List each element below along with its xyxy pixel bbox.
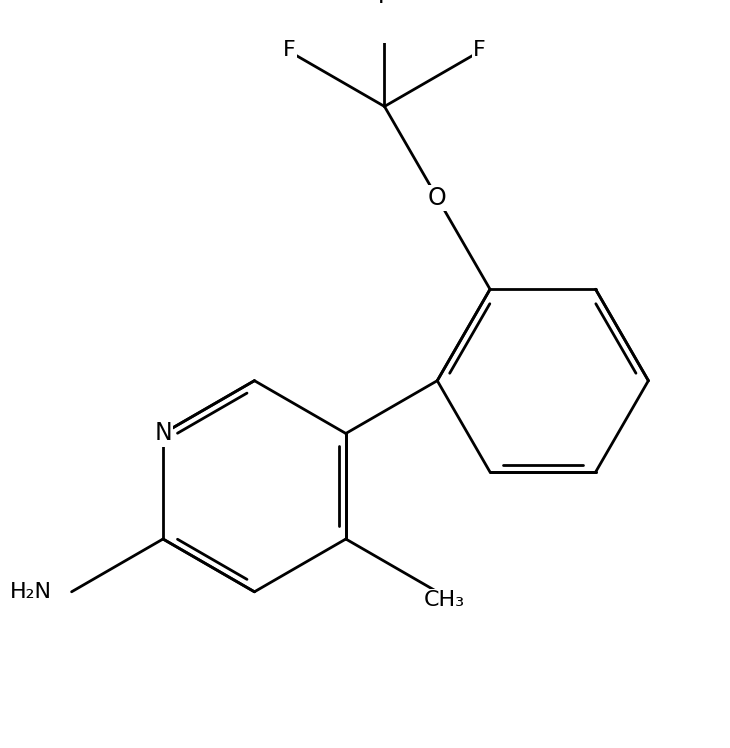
Text: H₂N: H₂N [10, 582, 52, 602]
Text: O: O [428, 186, 447, 210]
Text: CH₃: CH₃ [423, 590, 465, 610]
Text: N: N [154, 421, 172, 446]
Text: F: F [473, 40, 485, 60]
Text: F: F [283, 40, 296, 60]
Text: F: F [378, 0, 391, 7]
